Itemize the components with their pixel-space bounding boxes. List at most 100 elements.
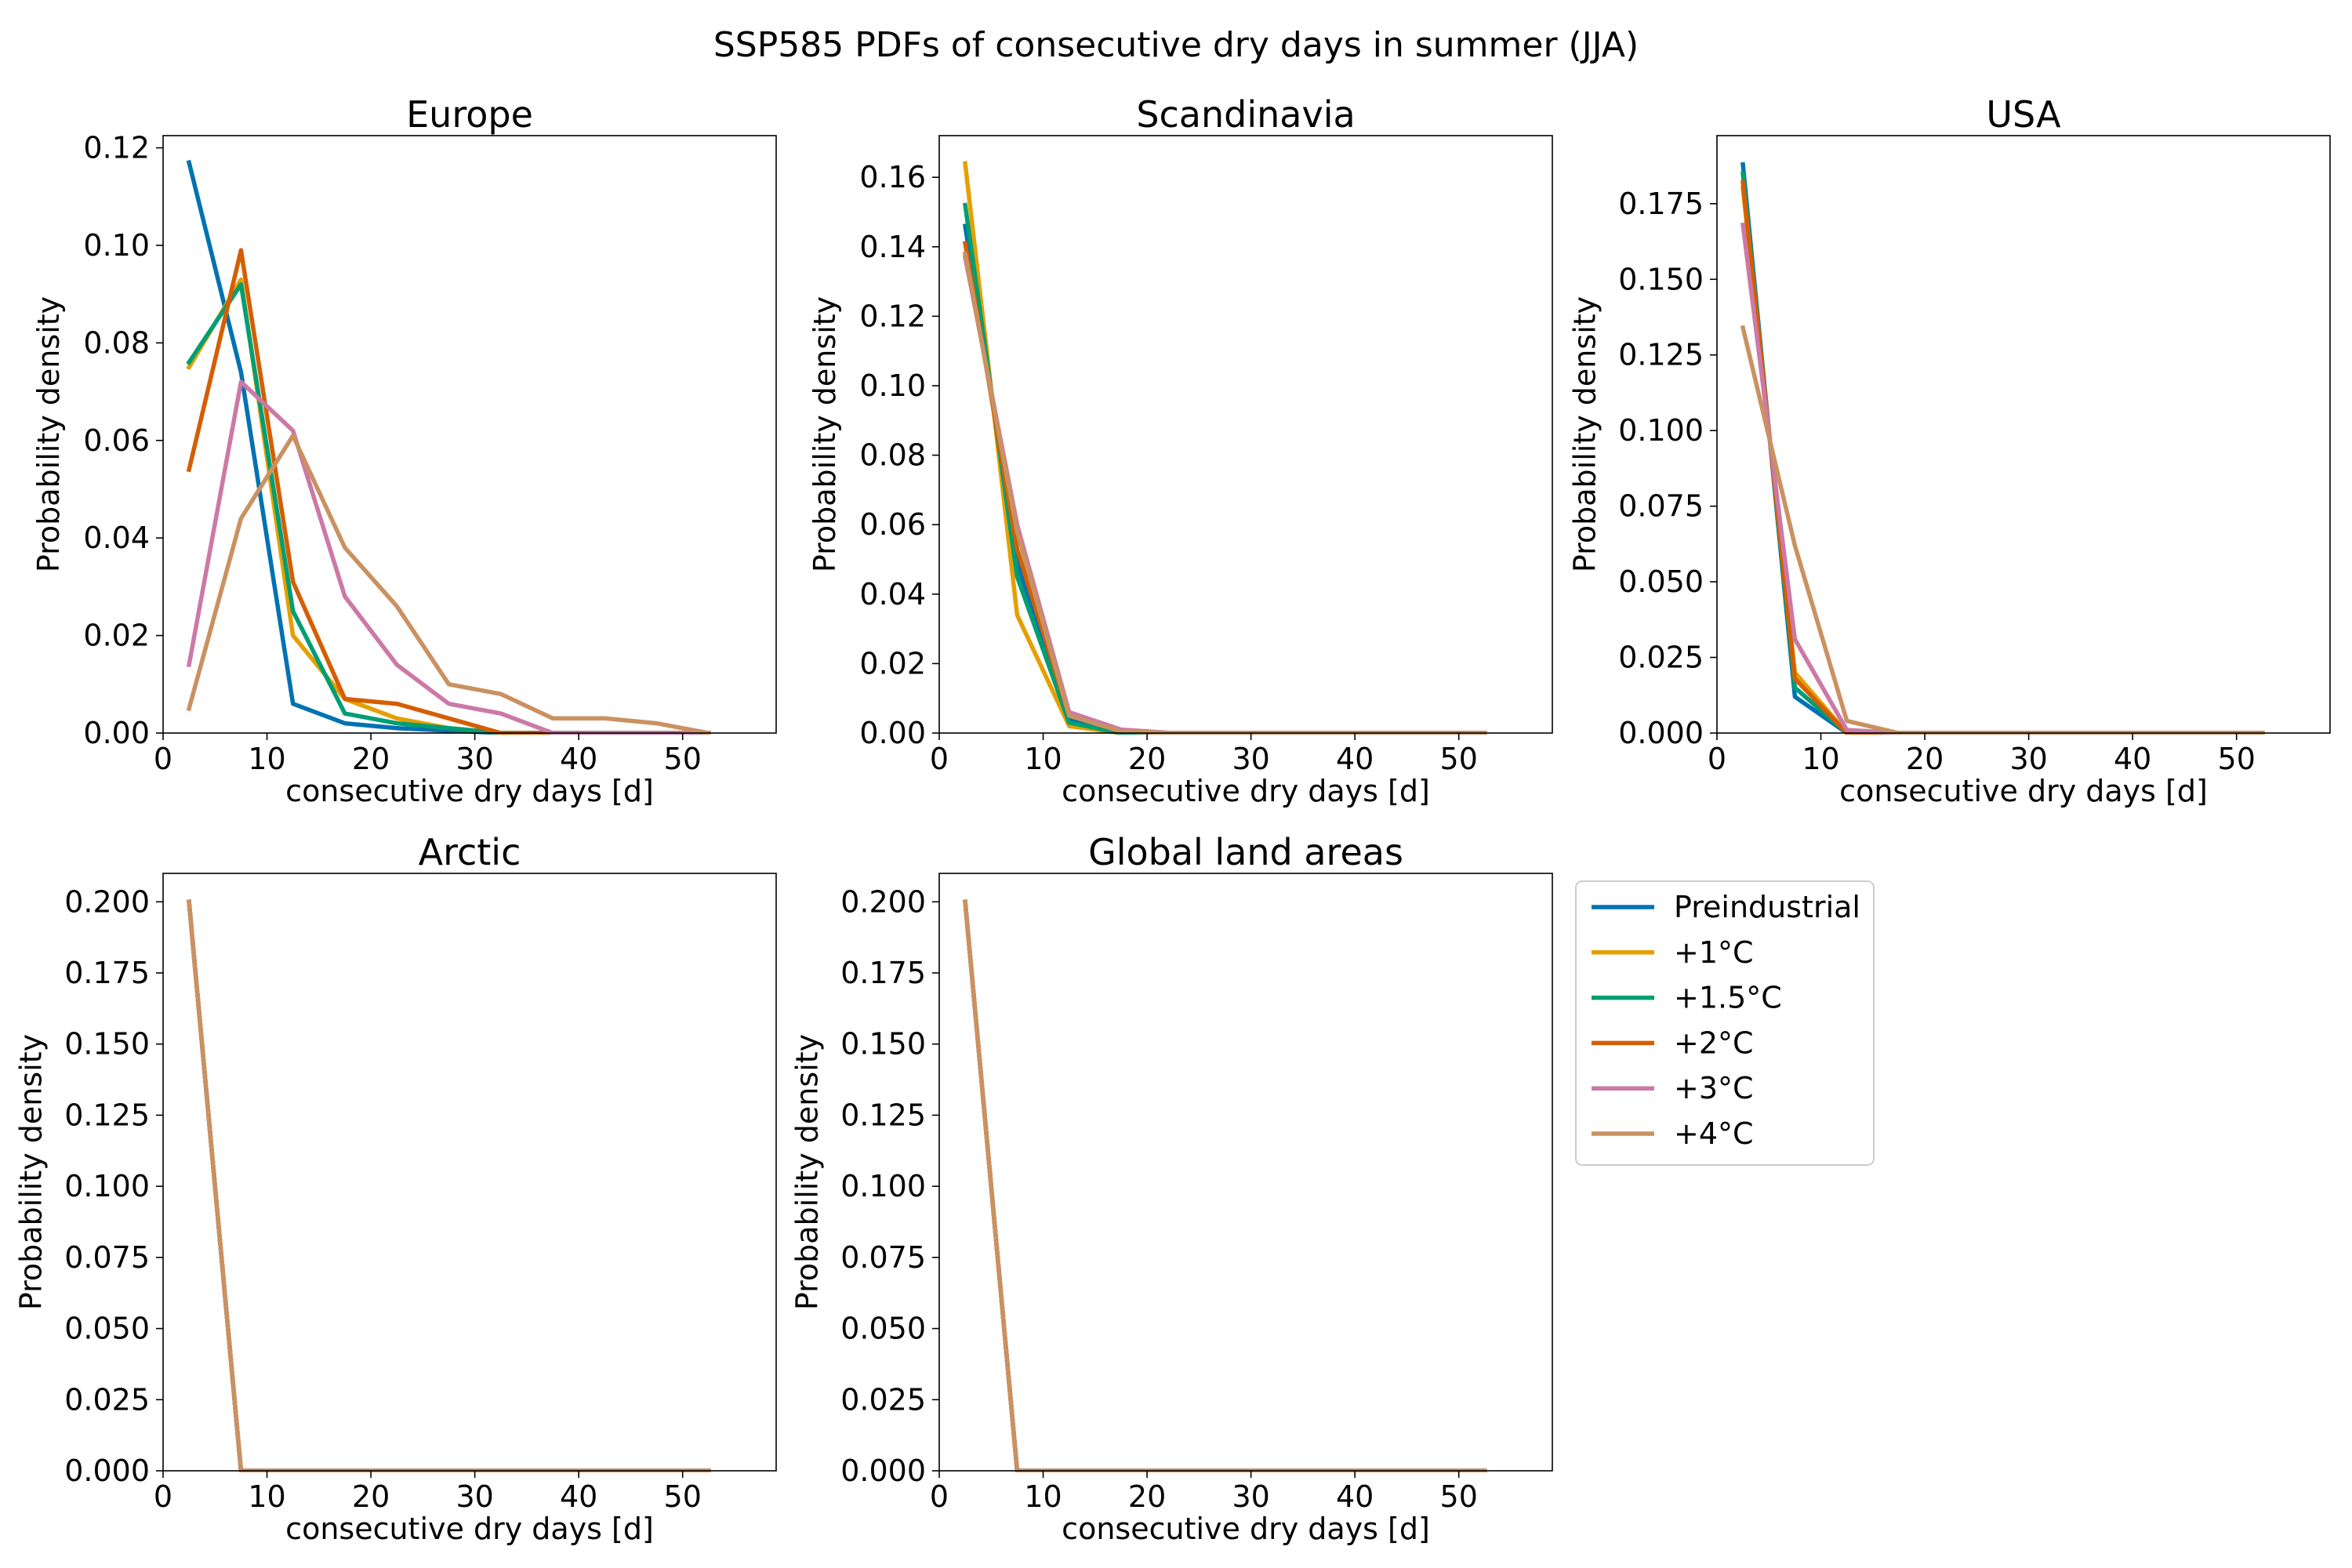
y-tick-label: 0.125 [64,1098,150,1132]
axes-frame [938,135,1553,734]
legend-label: Preindustrial [1674,890,1860,924]
y-tick-label: 0.06 [859,507,926,542]
panels: 0 10 20 30 40 50 0.00 0.02 0.04 0.06 0.08 0.10 0.12 E… [14,93,2331,1546]
y-tick-label: 0.125 [1618,338,1704,372]
y-axis-label: Probability density [790,1034,825,1310]
y-tick-label: 0.100 [840,1169,926,1203]
panel-usa: 0 10 20 30 40 50 0.000 0.025 0.050 0.075 0.100 0.12… [1568,93,2331,808]
axes-frame [1716,135,2331,734]
x-tick-label: 30 [2009,742,2047,776]
y-tick-label: 0.200 [64,884,150,919]
x-tick-label: 40 [1336,742,1374,776]
y-axis-label: Probability density [808,296,842,572]
x-axis-label: consecutive dry days [d] [285,1512,654,1546]
panel-title: Europe [406,93,533,136]
x-tick-label: 0 [930,1479,949,1514]
x-tick-label: 20 [352,742,390,776]
y-tick-label: 0.14 [859,230,926,264]
legend-entry: +2°C [1592,1025,1754,1060]
y-tick-label: 0.175 [64,956,150,990]
x-tick-label: 50 [1440,1479,1478,1514]
x-tick-label: 10 [248,742,285,776]
y-tick-label: 0.025 [1618,641,1704,675]
x-axis-label: consecutive dry days [d] [1062,1512,1430,1546]
y-tick-label: 0.050 [840,1312,926,1346]
x-tick-label: 40 [560,1479,597,1514]
y-tick-label: 0.000 [840,1454,926,1488]
panel-global-land-areas: 0 10 20 30 40 50 0.000 0.025 0.050 0.075 0.100 0.12… [790,831,1553,1546]
y-tick-label: 0.125 [840,1098,926,1132]
y-tick-label: 0.075 [64,1240,150,1275]
legend-label: +3°C [1674,1071,1754,1105]
panel-scandinavia: 0 10 20 30 40 50 0.00 0.02 0.04 0.06 0.08 0.10 0.12 0… [808,93,1553,808]
panel-title: USA [1986,93,2061,136]
legend-label: +2°C [1674,1025,1754,1060]
y-tick-label: 0.175 [1618,187,1704,221]
figure-title: SSP585 PDFs of consecutive dry days in s… [713,25,1639,65]
y-tick-label: 0.075 [1618,489,1704,524]
axes-frame [938,873,1553,1472]
series-line-4C [186,433,712,735]
x-axis-label: consecutive dry days [d] [1062,774,1430,808]
y-axis-label: Probability density [14,1034,49,1310]
y-axis-label: Probability density [31,296,66,572]
y-tick-label: 0.100 [1618,413,1704,448]
y-tick-label: 0.08 [83,325,150,360]
x-tick-label: 20 [1128,1479,1166,1514]
x-tick-label: 30 [456,1479,493,1514]
panel-title: Scandinavia [1136,93,1355,136]
y-tick-label: 0.12 [83,131,150,165]
x-tick-label: 0 [154,742,172,776]
x-tick-label: 30 [1232,1479,1269,1514]
series-lines [186,159,712,735]
y-axis-label: Probability density [1568,296,1602,572]
axes-frame [162,873,777,1472]
x-tick-label: 30 [1232,742,1269,776]
y-tick-label: 0.150 [1618,262,1704,296]
x-tick-label: 50 [1440,742,1478,776]
x-tick-label: 50 [2218,742,2256,776]
y-tick-label: 0.02 [83,619,150,653]
x-axis-label: consecutive dry days [d] [285,774,654,808]
axes-frame [162,135,777,734]
y-tick-label: 0.12 [859,299,926,333]
legend-label: +4°C [1674,1116,1754,1151]
x-tick-label: 40 [1336,1479,1374,1514]
y-tick-label: 0.050 [64,1312,150,1346]
x-tick-label: 0 [154,1479,172,1514]
y-tick-label: 0.04 [859,577,926,612]
y-tick-label: 0.08 [859,438,926,473]
x-tick-label: 50 [664,1479,702,1514]
legend-label: +1.5°C [1674,981,1782,1015]
x-tick-label: 10 [1802,742,1839,776]
x-tick-label: 10 [248,1479,285,1514]
y-tick-label: 0.150 [64,1027,150,1062]
y-tick-label: 0.050 [1618,564,1704,599]
x-tick-label: 0 [930,742,949,776]
legend-entry: +1°C [1592,935,1754,970]
y-tick-label: 0.04 [83,521,150,555]
x-tick-label: 10 [1024,742,1062,776]
legend-entry: +4°C [1592,1116,1754,1151]
y-tick-label: 0.10 [859,368,926,403]
y-tick-label: 0.100 [64,1169,150,1203]
x-tick-label: 0 [1708,742,1726,776]
x-tick-label: 10 [1024,1479,1062,1514]
x-tick-label: 20 [1128,742,1166,776]
legend-entry: +1.5°C [1592,981,1782,1015]
y-tick-label: 0.16 [859,160,926,194]
legend: Preindustrial +1°C +1.5°C +2°C +3°C +4°C [1575,880,1875,1166]
panel-arctic: 0 10 20 30 40 50 0.000 0.025 0.050 0.075 0.100 0.12… [14,831,777,1546]
legend-label: +1°C [1674,935,1754,970]
x-tick-label: 20 [1906,742,1944,776]
x-tick-label: 20 [352,1479,390,1514]
y-tick-label: 0.025 [840,1382,926,1417]
y-tick-label: 0.000 [64,1454,150,1488]
panel-title: Arctic [419,831,521,873]
legend-entry: +3°C [1592,1071,1754,1105]
y-tick-label: 0.02 [859,646,926,681]
y-tick-label: 0.025 [64,1382,150,1417]
y-tick-label: 0.175 [840,956,926,990]
